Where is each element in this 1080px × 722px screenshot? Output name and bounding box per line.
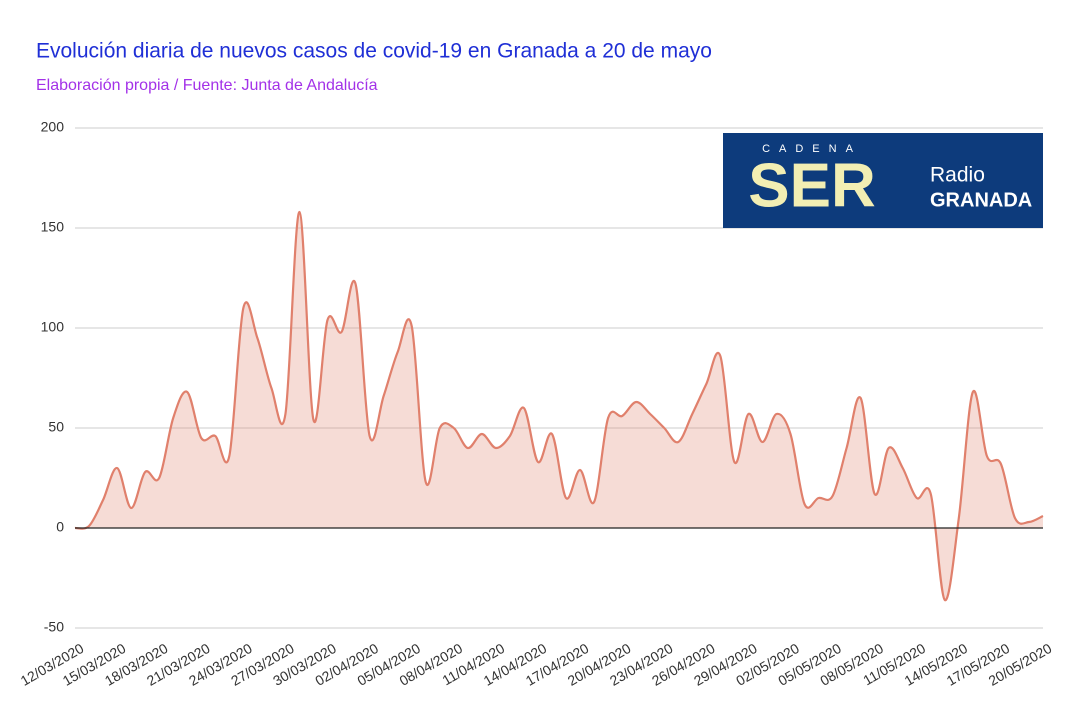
- y-tick-label: -50: [44, 619, 64, 635]
- line: [74, 210, 1044, 602]
- logo-line1: Radio: [930, 164, 985, 187]
- logo: CADENA SER Radio GRANADA: [723, 133, 1043, 228]
- logo-line2: GRANADA: [930, 189, 1032, 211]
- y-tick-label: 0: [56, 519, 64, 535]
- y-tick-label: 100: [41, 319, 65, 335]
- chart-title: Evolución diaria de nuevos casos de covi…: [36, 40, 712, 63]
- chart-subtitle: Elaboración propia / Fuente: Junta de An…: [36, 77, 378, 94]
- logo-top: CADENA: [762, 143, 862, 155]
- y-tick-label: 150: [41, 219, 65, 235]
- logo-main: SER: [748, 151, 875, 220]
- y-tick-label: 200: [41, 119, 65, 135]
- logo-background: [723, 133, 1043, 228]
- y-tick-label: 50: [48, 419, 64, 435]
- area-fill: [75, 211, 1043, 601]
